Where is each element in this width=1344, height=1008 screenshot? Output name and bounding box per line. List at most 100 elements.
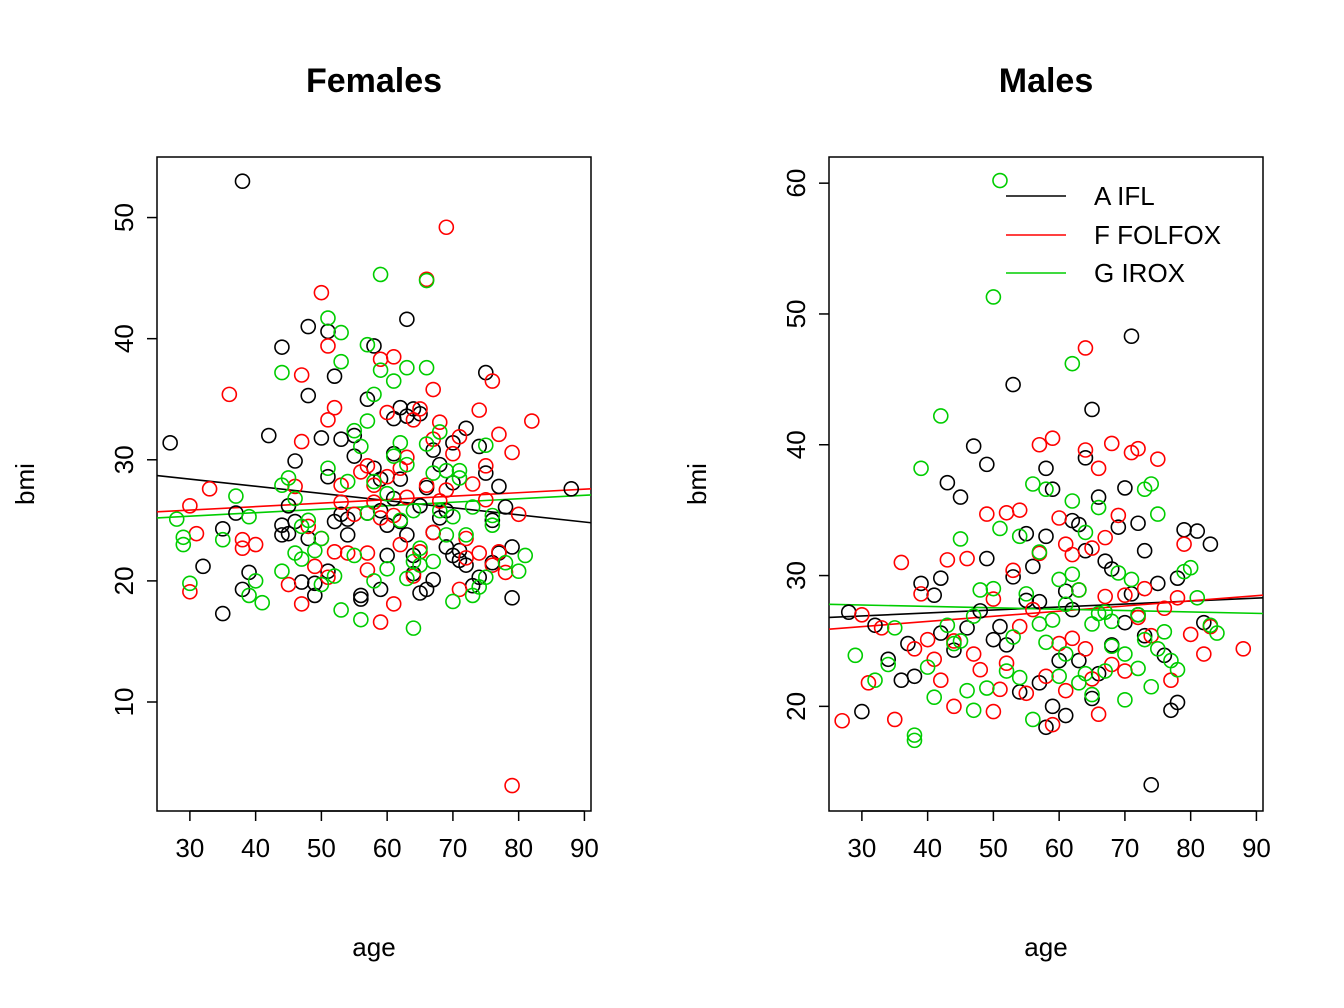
y-tick-label: 50 — [781, 299, 811, 328]
data-point — [1071, 675, 1087, 691]
x-tick-label: 80 — [1176, 833, 1205, 863]
data-point — [1071, 652, 1087, 669]
data-point — [353, 587, 369, 604]
data-point — [287, 490, 303, 507]
regression-line — [156, 488, 592, 513]
data-point — [379, 560, 395, 577]
data-point — [418, 436, 435, 452]
data-point — [1071, 582, 1087, 598]
data-point — [412, 540, 428, 556]
data-point — [563, 481, 580, 497]
data-point — [1189, 523, 1206, 539]
data-point — [431, 424, 448, 440]
data-point — [906, 732, 923, 749]
data-point — [1136, 631, 1153, 648]
data-point — [1044, 430, 1061, 447]
data-point — [985, 591, 1002, 607]
data-point — [1143, 678, 1160, 695]
data-point — [431, 502, 448, 519]
data-point — [959, 620, 975, 636]
data-point — [366, 338, 382, 354]
data-point — [280, 470, 297, 486]
data-point — [293, 596, 310, 612]
data-point — [510, 563, 527, 580]
data-point — [985, 289, 1002, 305]
data-point — [241, 508, 257, 525]
data-point — [313, 530, 330, 547]
data-point — [399, 359, 415, 376]
data-point — [307, 542, 323, 559]
data-point — [1143, 476, 1160, 492]
data-point — [1044, 481, 1061, 498]
data-point — [300, 530, 317, 547]
data-point — [300, 518, 317, 535]
data-point — [979, 680, 995, 696]
data-point — [1097, 663, 1113, 679]
data-point — [1031, 544, 1048, 560]
data-point — [1044, 698, 1061, 715]
data-point — [464, 476, 481, 492]
data-point — [353, 611, 369, 628]
data-point — [300, 387, 317, 404]
data-point — [906, 727, 923, 743]
data-point — [1090, 706, 1107, 723]
y-tick-label: 30 — [109, 445, 139, 474]
data-point — [168, 511, 185, 527]
data-point — [985, 580, 1002, 597]
x-tick-label: 50 — [307, 833, 336, 863]
data-point — [333, 353, 349, 370]
data-point — [873, 620, 890, 636]
data-point — [998, 504, 1015, 521]
data-point — [438, 482, 455, 498]
data-point — [418, 271, 435, 288]
data-point — [992, 618, 1008, 635]
data-point — [1110, 565, 1127, 581]
data-point — [359, 413, 376, 429]
data-point — [175, 529, 192, 546]
x-tick-label: 90 — [1242, 833, 1271, 863]
legend: A IFL F FOLFOX G IROX — [1006, 181, 1221, 288]
data-point — [1209, 625, 1225, 641]
data-point — [405, 620, 422, 636]
y-tick-label: 40 — [781, 430, 811, 459]
legend-label: G IROX — [1094, 258, 1185, 288]
data-point — [1011, 669, 1028, 686]
data-point — [445, 508, 461, 525]
data-point — [188, 525, 205, 542]
data-point — [992, 172, 1008, 189]
data-point — [320, 323, 336, 340]
data-point — [471, 569, 488, 586]
chart-title: Females — [306, 62, 442, 100]
data-point — [1057, 596, 1074, 613]
data-point — [919, 659, 936, 675]
data-point — [1025, 601, 1041, 618]
x-ticks: 30 40 50 60 70 80 90 — [847, 810, 1271, 863]
data-point — [992, 520, 1008, 537]
data-point — [307, 558, 323, 575]
data-point — [926, 689, 943, 706]
data-point — [339, 473, 356, 490]
data-point — [1057, 646, 1074, 662]
data-point — [1149, 506, 1166, 522]
data-point — [1064, 630, 1081, 647]
data-point — [1090, 489, 1107, 505]
data-point — [1182, 559, 1199, 576]
data-point — [1038, 481, 1054, 498]
y-tick-label: 50 — [109, 203, 139, 232]
data-point — [399, 527, 415, 543]
data-point — [1196, 646, 1212, 662]
panel-females: Females age bmi 30 40 50 60 70 80 90 10 20 30 40 5… — [10, 62, 599, 962]
data-point — [458, 550, 474, 566]
data-point — [992, 681, 1008, 698]
data-point — [214, 605, 231, 622]
data-point — [214, 521, 231, 537]
data-point — [451, 428, 468, 445]
legend-label: F FOLFOX — [1094, 220, 1221, 250]
data-point — [1149, 641, 1166, 657]
data-point — [326, 368, 343, 385]
data-point — [504, 590, 520, 606]
data-point — [1077, 450, 1094, 466]
data-point — [946, 698, 962, 715]
data-point — [346, 422, 363, 439]
